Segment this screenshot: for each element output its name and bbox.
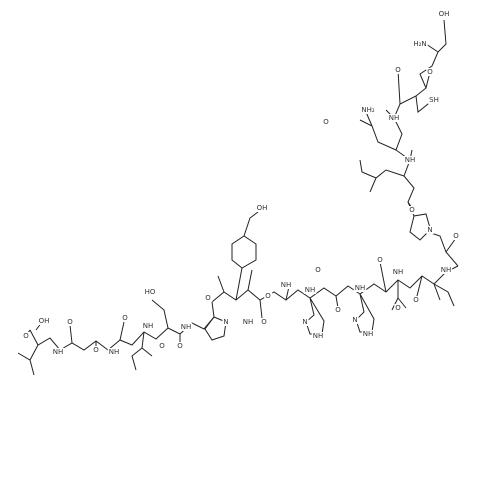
atom-label: N bbox=[427, 226, 432, 234]
label-background bbox=[426, 68, 435, 76]
atom-label: O bbox=[377, 256, 383, 264]
bonds bbox=[17, 19, 459, 376]
backbone bbox=[211, 265, 459, 318]
atom-label: N bbox=[302, 318, 307, 326]
label-background bbox=[360, 106, 376, 114]
label-background bbox=[437, 10, 451, 18]
atom-label: NH bbox=[313, 332, 324, 340]
label-background bbox=[391, 268, 405, 276]
label-background bbox=[66, 318, 75, 326]
label-background bbox=[334, 306, 343, 314]
atom-label: OH bbox=[257, 204, 268, 212]
label-background bbox=[260, 318, 269, 326]
atom-label: OH bbox=[39, 317, 50, 325]
label-background bbox=[204, 294, 213, 302]
atom-labels: OH O NH O O NH O NH O HO NH O N O NH O O… bbox=[22, 10, 461, 356]
label-background bbox=[452, 232, 461, 240]
atom-label: NH bbox=[355, 284, 366, 292]
atom-label: O bbox=[395, 304, 401, 312]
label-background bbox=[322, 118, 331, 126]
atom-label: NH bbox=[405, 156, 416, 164]
atom-label: O bbox=[265, 292, 271, 300]
atom-label: O bbox=[427, 68, 433, 76]
atom-label: O bbox=[323, 118, 329, 126]
label-background bbox=[264, 292, 273, 300]
atom-label: NH bbox=[181, 323, 192, 331]
side-chain bbox=[217, 211, 263, 319]
atom-label: O bbox=[177, 342, 183, 350]
label-background bbox=[279, 281, 293, 289]
side-chain bbox=[359, 43, 457, 253]
atom-label: O bbox=[453, 232, 459, 240]
atom-label: O bbox=[159, 342, 165, 350]
atom-label: O bbox=[205, 294, 211, 302]
label-background bbox=[361, 330, 375, 338]
label-background bbox=[158, 342, 167, 350]
label-background bbox=[314, 266, 323, 274]
atom-label: O bbox=[23, 332, 29, 340]
atom-label: NH bbox=[305, 286, 316, 294]
atom-label: NH bbox=[389, 114, 400, 122]
label-background bbox=[255, 204, 269, 212]
atom-label: NH bbox=[281, 281, 292, 289]
backbone bbox=[393, 19, 459, 267]
label-background bbox=[387, 114, 401, 122]
atom-label: NH bbox=[363, 330, 374, 338]
atom-label: O bbox=[413, 296, 419, 304]
label-background bbox=[176, 342, 185, 350]
label-background bbox=[376, 256, 385, 264]
label-background bbox=[394, 304, 403, 312]
label-background bbox=[222, 318, 230, 326]
label-background bbox=[403, 156, 417, 164]
label-background bbox=[408, 206, 417, 214]
atom-label: NH bbox=[143, 322, 154, 330]
label-background bbox=[22, 332, 31, 340]
label-background bbox=[37, 317, 51, 325]
atom-label: NH bbox=[53, 348, 64, 356]
atom-label: HO bbox=[145, 288, 156, 296]
atom-label: O bbox=[93, 346, 99, 354]
side-chain bbox=[17, 299, 181, 376]
atom-label: O bbox=[335, 306, 341, 314]
atom-label: NH bbox=[393, 268, 404, 276]
label-background bbox=[394, 66, 403, 74]
label-background bbox=[92, 346, 101, 354]
atom-label: NH bbox=[243, 318, 254, 326]
label-background bbox=[179, 323, 193, 331]
label-background bbox=[412, 296, 421, 304]
label-background bbox=[301, 318, 309, 326]
atom-label: O bbox=[67, 318, 73, 326]
atom-label: NH bbox=[109, 348, 120, 356]
atom-label: O bbox=[122, 314, 128, 322]
atom-label: N bbox=[223, 318, 228, 326]
atom-label: H₂N bbox=[413, 40, 426, 48]
label-background bbox=[412, 40, 428, 48]
label-background bbox=[51, 348, 65, 356]
side-chain bbox=[379, 261, 455, 311]
label-background bbox=[426, 226, 434, 234]
label-background bbox=[439, 266, 453, 274]
label-background bbox=[303, 286, 317, 294]
label-background bbox=[241, 318, 255, 326]
label-background bbox=[351, 316, 359, 324]
atom-label: NH bbox=[441, 266, 452, 274]
atom-label: O bbox=[261, 318, 267, 326]
atom-label: O bbox=[315, 266, 321, 274]
atom-label: OH bbox=[439, 10, 450, 18]
label-background bbox=[353, 284, 367, 292]
label-background bbox=[107, 348, 121, 356]
label-background bbox=[143, 288, 157, 296]
side-chain bbox=[285, 281, 375, 335]
label-background bbox=[141, 322, 155, 330]
atom-label: SH bbox=[429, 96, 439, 104]
atom-label: N bbox=[352, 316, 357, 324]
label-background bbox=[311, 332, 325, 340]
atom-label: O bbox=[409, 206, 415, 214]
atom-label: NH₂ bbox=[361, 106, 375, 114]
label-background bbox=[121, 314, 130, 322]
atom-label: O bbox=[395, 66, 401, 74]
label-background bbox=[428, 96, 440, 104]
